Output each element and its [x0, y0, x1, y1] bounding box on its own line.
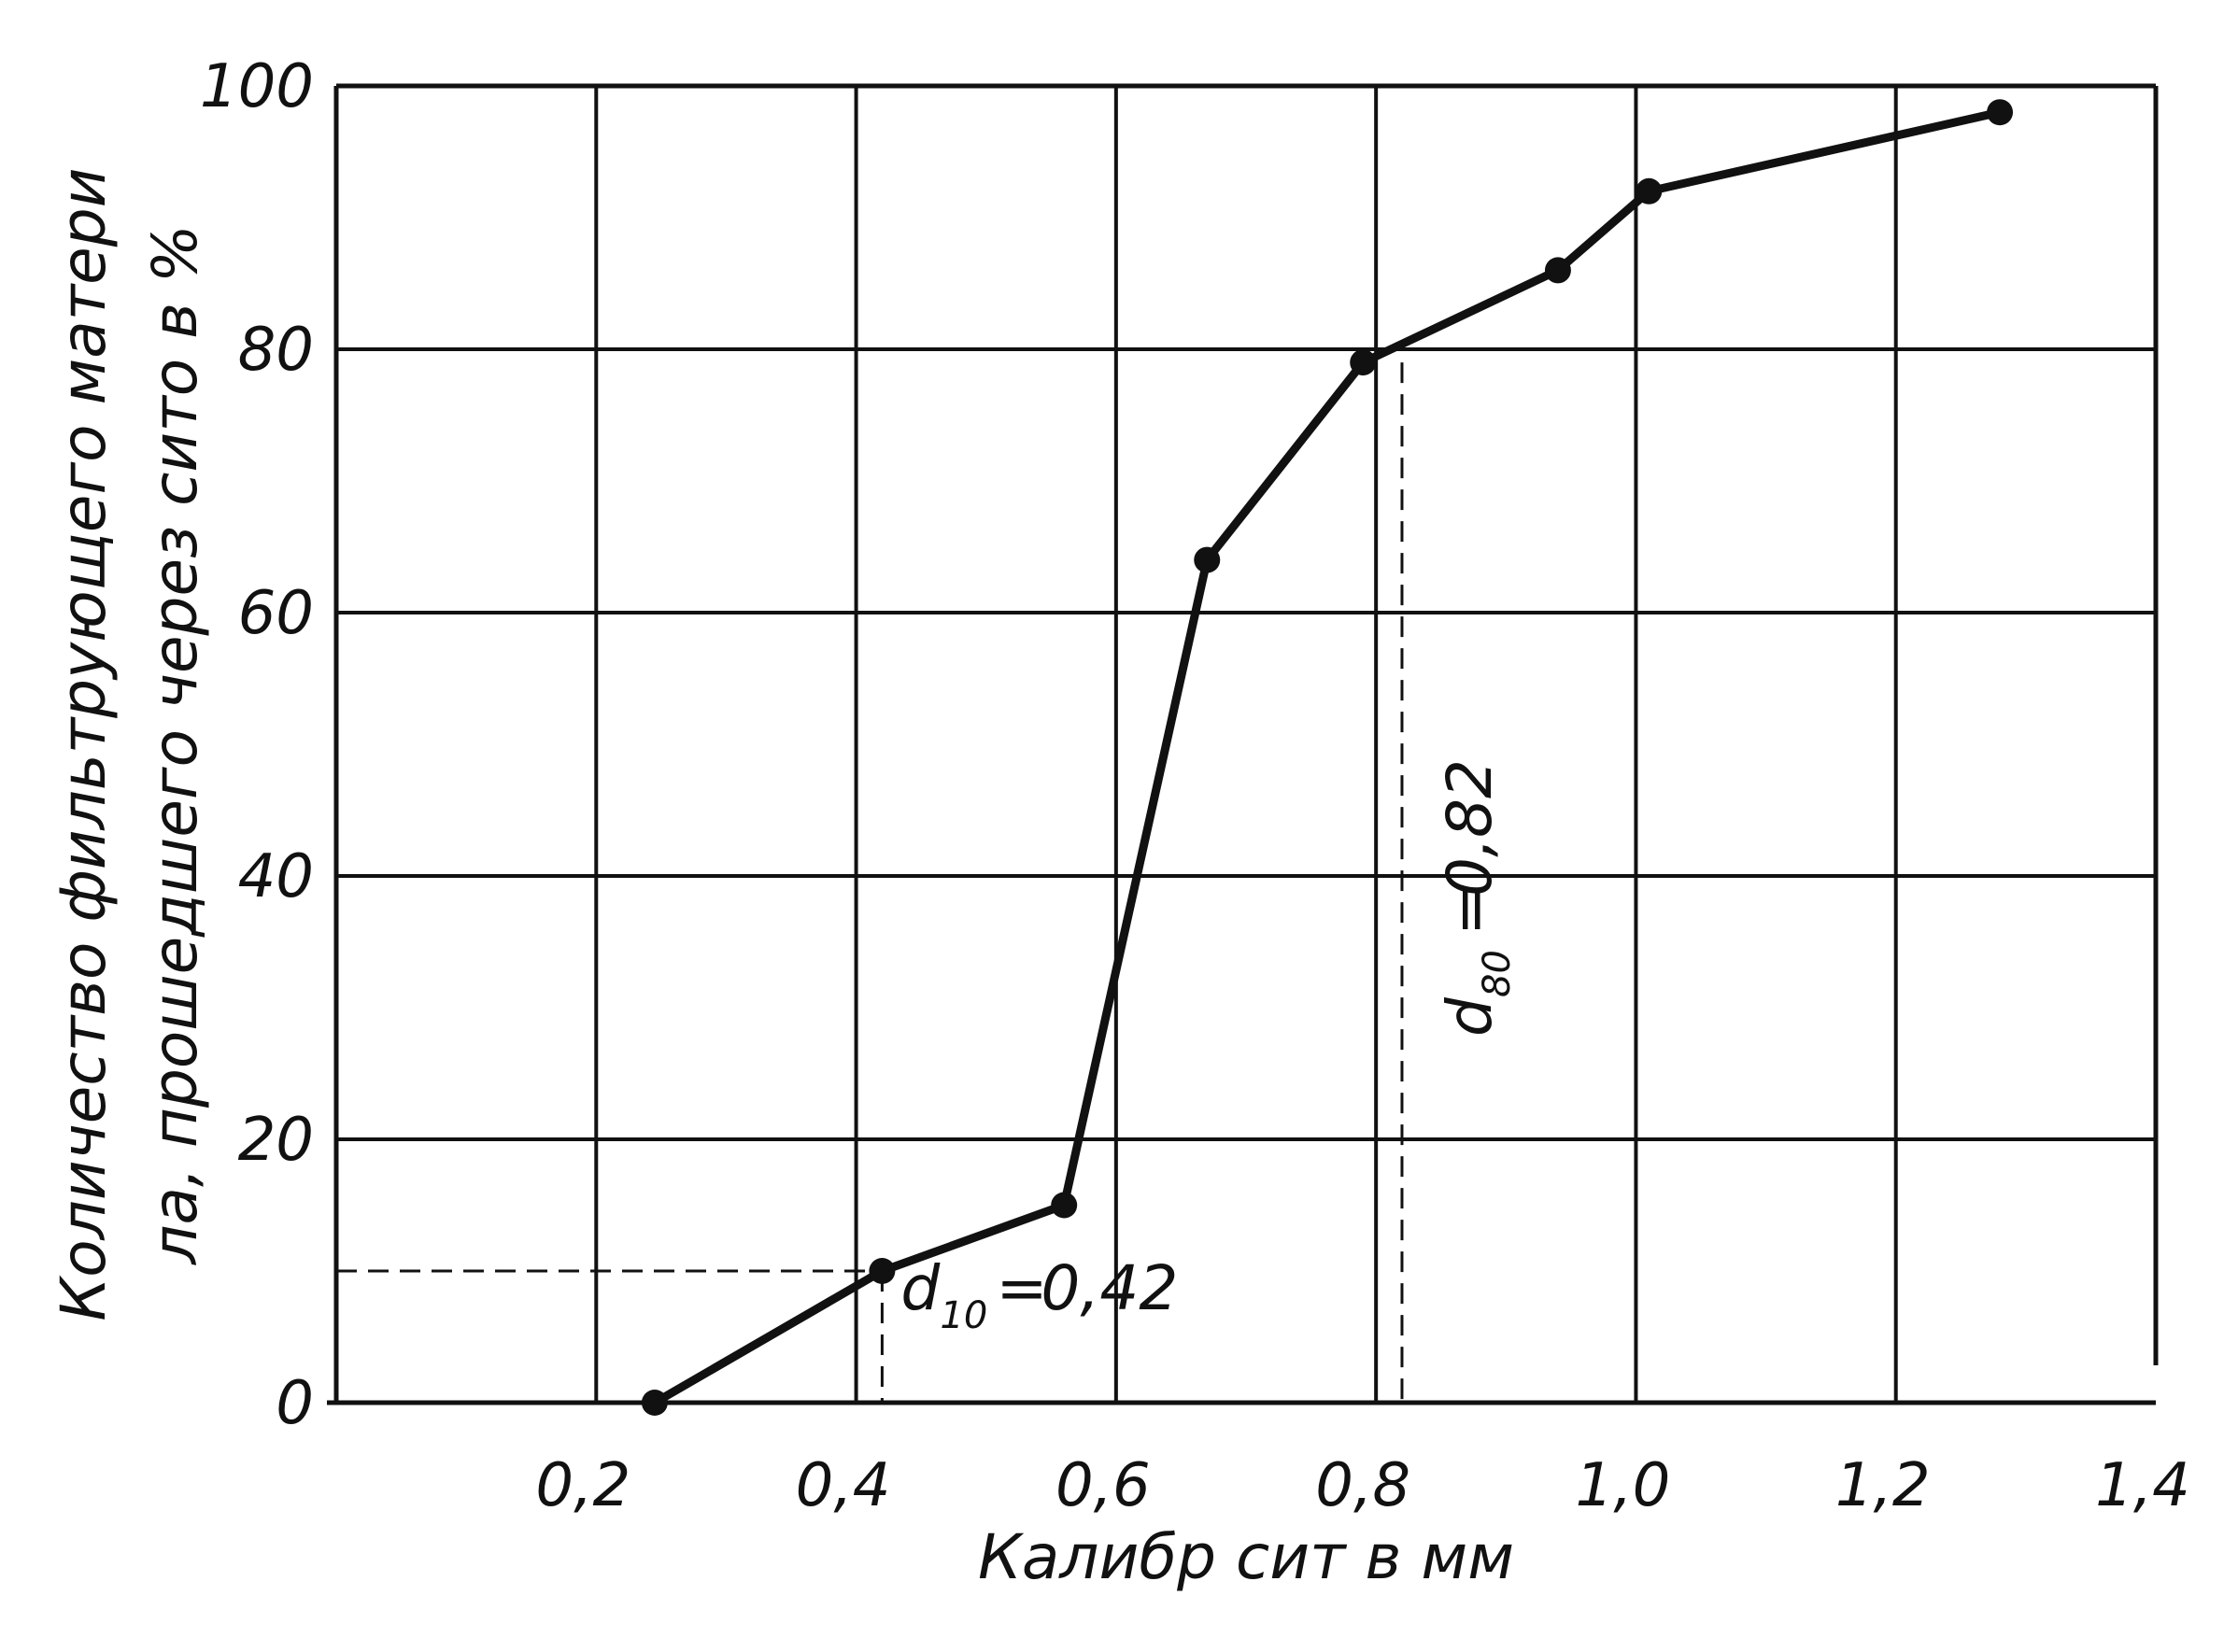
- x-tick-label: 1,4: [2095, 1451, 2190, 1520]
- d80-label-symbol: d: [1434, 996, 1506, 1037]
- d10-label-symbol: d: [900, 1252, 941, 1324]
- y-tick-label: 100: [200, 52, 314, 121]
- d10-label-value: 0,42: [1041, 1252, 1178, 1324]
- x-tick-label: 0,4: [796, 1451, 891, 1520]
- d80-label-subscript: 80: [1476, 950, 1519, 997]
- data-point: [1987, 99, 2014, 126]
- y-tick-label: 60: [238, 579, 314, 648]
- y-axis-title-line-2: ла, прошедшего через сито в %: [139, 224, 211, 1265]
- x-tick-label: 1,2: [1835, 1451, 1931, 1520]
- d80-label-value: 0,82: [1434, 759, 1506, 897]
- data-point: [1636, 177, 1663, 205]
- data-point: [869, 1258, 896, 1284]
- d80-label-equals: =: [1434, 884, 1506, 936]
- y-tick-label: 40: [238, 842, 314, 911]
- x-tick-label: 1,0: [1576, 1451, 1671, 1520]
- y-tick-label: 20: [238, 1106, 314, 1175]
- x-tick-label: 0,2: [535, 1451, 630, 1520]
- d10-label-equals: =: [996, 1252, 1047, 1324]
- data-point: [1544, 257, 1571, 284]
- x-tick-label: 0,8: [1315, 1451, 1410, 1520]
- y-axis-title-line-1: Количество фильтрующего матери: [48, 167, 120, 1320]
- data-point: [641, 1390, 668, 1416]
- y-tick-label: 80: [238, 316, 314, 385]
- data-point: [1194, 546, 1221, 573]
- y-tick-label: 0: [276, 1369, 314, 1438]
- data-point: [1350, 349, 1377, 376]
- x-tick-label: 0,6: [1055, 1451, 1151, 1520]
- series-line: [650, 107, 2004, 1407]
- d10-label-subscript: 10: [940, 1294, 987, 1337]
- x-axis-title: Калибр сит в мм: [978, 1521, 1514, 1593]
- data-point: [1051, 1192, 1078, 1219]
